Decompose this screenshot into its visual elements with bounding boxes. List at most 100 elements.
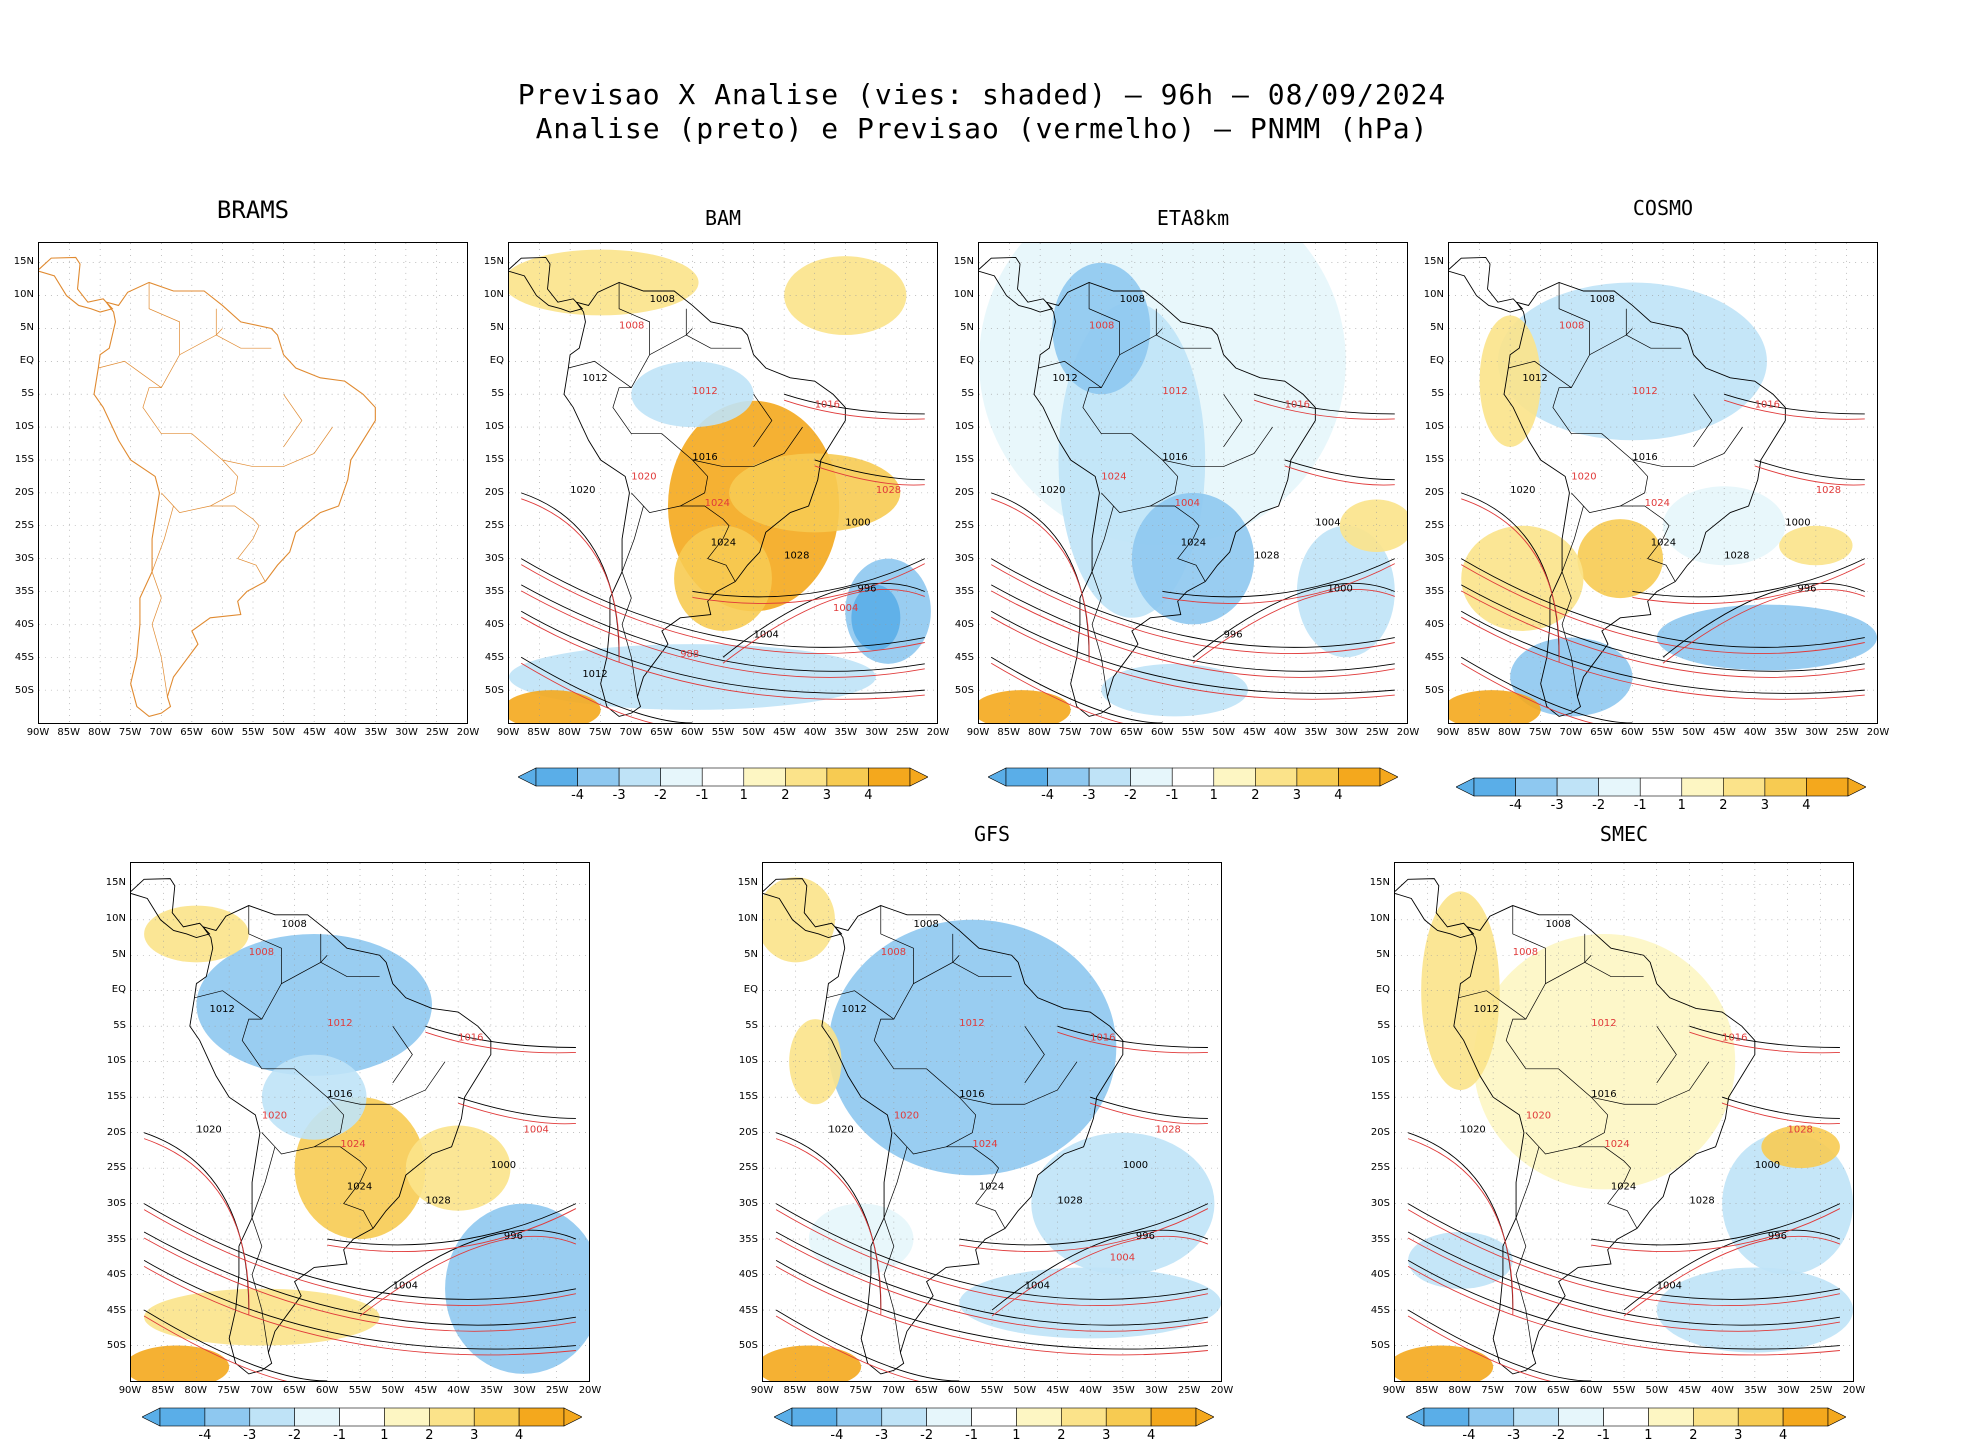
x-tick-label: 60W bbox=[947, 1385, 971, 1396]
contour-label-analysis: 1024 bbox=[1611, 1181, 1636, 1192]
isobar-analysis bbox=[991, 558, 1395, 648]
contour-label-analysis: 1008 bbox=[1120, 294, 1145, 305]
contour-label-forecast: 1012 bbox=[1162, 386, 1187, 397]
isobar-forecast bbox=[991, 564, 1395, 654]
isobar-analysis bbox=[1754, 459, 1865, 481]
x-tick-label: 20W bbox=[578, 1385, 602, 1396]
bias-area-neg1 bbox=[808, 1203, 914, 1275]
x-tick-label: 25W bbox=[1365, 727, 1389, 738]
bias-area-pos4 bbox=[979, 690, 1071, 723]
isobar-analysis bbox=[1724, 393, 1865, 415]
x-tick-label: 50W bbox=[381, 1385, 405, 1396]
y-tick-label: 15N bbox=[1369, 877, 1390, 889]
x-tick-label: 70W bbox=[882, 1385, 905, 1396]
contour-label-analysis: 1004 bbox=[1025, 1281, 1050, 1292]
y-tick-label: 15N bbox=[737, 877, 758, 889]
x-tick-label: 50W bbox=[1013, 1385, 1037, 1396]
colorbar-segment-neutral bbox=[339, 1407, 385, 1427]
colorbar-arrow-left bbox=[142, 1407, 161, 1427]
isobar-forecast bbox=[1722, 1102, 1840, 1125]
bias-area-neg3 bbox=[1656, 604, 1877, 671]
coastline-south-america bbox=[821, 905, 1124, 1375]
colorbar-arrow-right bbox=[1379, 767, 1398, 787]
x-tick-label: 35W bbox=[1304, 727, 1328, 738]
x-tick-label: 90W bbox=[496, 727, 520, 738]
contour-label-forecast: 1008 bbox=[619, 320, 644, 331]
isobar-analysis bbox=[1689, 1025, 1840, 1048]
contour-label-forecast: 1004 bbox=[833, 603, 858, 614]
isobar-analysis bbox=[1284, 459, 1395, 481]
country-border bbox=[1223, 394, 1243, 448]
contour-label-forecast: 1008 bbox=[1513, 947, 1538, 958]
contour-label-forecast: 1024 bbox=[705, 498, 730, 509]
y-tick-label: 45S bbox=[14, 651, 34, 663]
coastline-south-america bbox=[1453, 905, 1756, 1375]
colorbar-segment-neg4 bbox=[1473, 777, 1516, 797]
y-tick-label: 25S bbox=[954, 519, 974, 531]
colorbar-label: -4 bbox=[571, 788, 585, 803]
y-tick-label: 35S bbox=[14, 585, 34, 597]
panel-title-smec: SMEC bbox=[1599, 822, 1649, 846]
y-tick-label: 5S bbox=[491, 387, 504, 399]
map-svg: 1008101210161020102410281000996100410081… bbox=[763, 863, 1221, 1381]
x-tick-label: 90W bbox=[1382, 1385, 1406, 1396]
x-tick-label: 45W bbox=[303, 727, 326, 738]
x-tick-label: 80W bbox=[1498, 727, 1521, 738]
country-border bbox=[1558, 282, 1590, 355]
contour-label-forecast: 1008 bbox=[1559, 320, 1584, 331]
colorbar: -4 -3 -2 -1 1 2 3 4 bbox=[774, 1406, 1214, 1446]
isobar-analysis bbox=[775, 1309, 960, 1381]
isobar-analysis bbox=[991, 1229, 1209, 1311]
contour-label-analysis: 1000 bbox=[1328, 583, 1353, 594]
contour-label-forecast: 1028 bbox=[1788, 1125, 1813, 1136]
colorbar-label: 1 bbox=[1209, 788, 1218, 803]
country-border bbox=[692, 426, 803, 467]
bias-area-pos2 bbox=[144, 905, 249, 963]
y-tick-label: 20S bbox=[738, 1126, 758, 1138]
country-border bbox=[320, 933, 380, 977]
isobar-analysis bbox=[143, 1231, 576, 1326]
colorbar-segment-neg4 bbox=[1005, 767, 1048, 787]
y-tick-label: 40S bbox=[1424, 618, 1444, 630]
isobar-forecast bbox=[775, 1265, 1208, 1356]
isobar-analysis bbox=[425, 1025, 576, 1048]
map-panel-cosmo: 1008 1012 1016 1020 1024 1028 1000 996 1008 1012 1… bbox=[1448, 242, 1878, 724]
y-tick-label: 5S bbox=[1431, 387, 1444, 399]
colorbar-svg bbox=[774, 1407, 1214, 1427]
contour-label-analysis: 1016 bbox=[1162, 452, 1187, 463]
x-tick-label: 25W bbox=[895, 727, 919, 738]
panel-title-eta8km: ETA8km bbox=[1156, 206, 1230, 230]
x-tick-label: 65W bbox=[914, 1385, 938, 1396]
contour-label-analysis: 1028 bbox=[1689, 1196, 1714, 1207]
y-tick-label: 25S bbox=[106, 1162, 126, 1174]
colorbar-arrow-right bbox=[1827, 1407, 1846, 1427]
bias-area-pos4 bbox=[131, 1345, 230, 1381]
country-border bbox=[1561, 571, 1578, 697]
y-tick-label: EQ bbox=[1429, 354, 1444, 366]
y-tick-label: 5N bbox=[960, 321, 974, 333]
bias-area-neg2 bbox=[959, 1267, 1221, 1339]
country-border bbox=[959, 1061, 1078, 1105]
isobar-analysis bbox=[959, 1203, 1209, 1246]
x-tick-label: 30W bbox=[1805, 727, 1828, 738]
x-tick-label: 45W bbox=[414, 1385, 438, 1396]
y-tick-label: 25S bbox=[1424, 519, 1444, 531]
isobar-analysis bbox=[143, 1132, 250, 1311]
colorbar-svg bbox=[1406, 1407, 1846, 1427]
contour-label-analysis: 1016 bbox=[692, 452, 717, 463]
contour-label-analysis: 1020 bbox=[196, 1125, 221, 1136]
isobar-analysis bbox=[359, 1229, 577, 1311]
x-tick-label: 45W bbox=[1713, 727, 1736, 738]
x-tick-label: 20W bbox=[456, 727, 480, 738]
map-panel-smec: 1008 1012 1016 1020 1024 1028 1000 996 1004 1008 1… bbox=[1394, 862, 1854, 1382]
contour-label-analysis: 1012 bbox=[1522, 373, 1547, 384]
colorbar-label: 2 bbox=[1251, 788, 1260, 803]
isobar-forecast bbox=[775, 1138, 882, 1316]
contour-label-forecast: 1016 bbox=[1722, 1032, 1747, 1043]
colorbar-segment-pos3 bbox=[1764, 777, 1807, 797]
colorbar-segment-neg1 bbox=[926, 1407, 972, 1427]
x-tick-label: 70W bbox=[1559, 727, 1583, 738]
contour-label-analysis: 1020 bbox=[1040, 485, 1065, 496]
colorbar-label: 4 bbox=[864, 788, 873, 803]
contour-label-forecast: 1008 bbox=[1089, 320, 1114, 331]
